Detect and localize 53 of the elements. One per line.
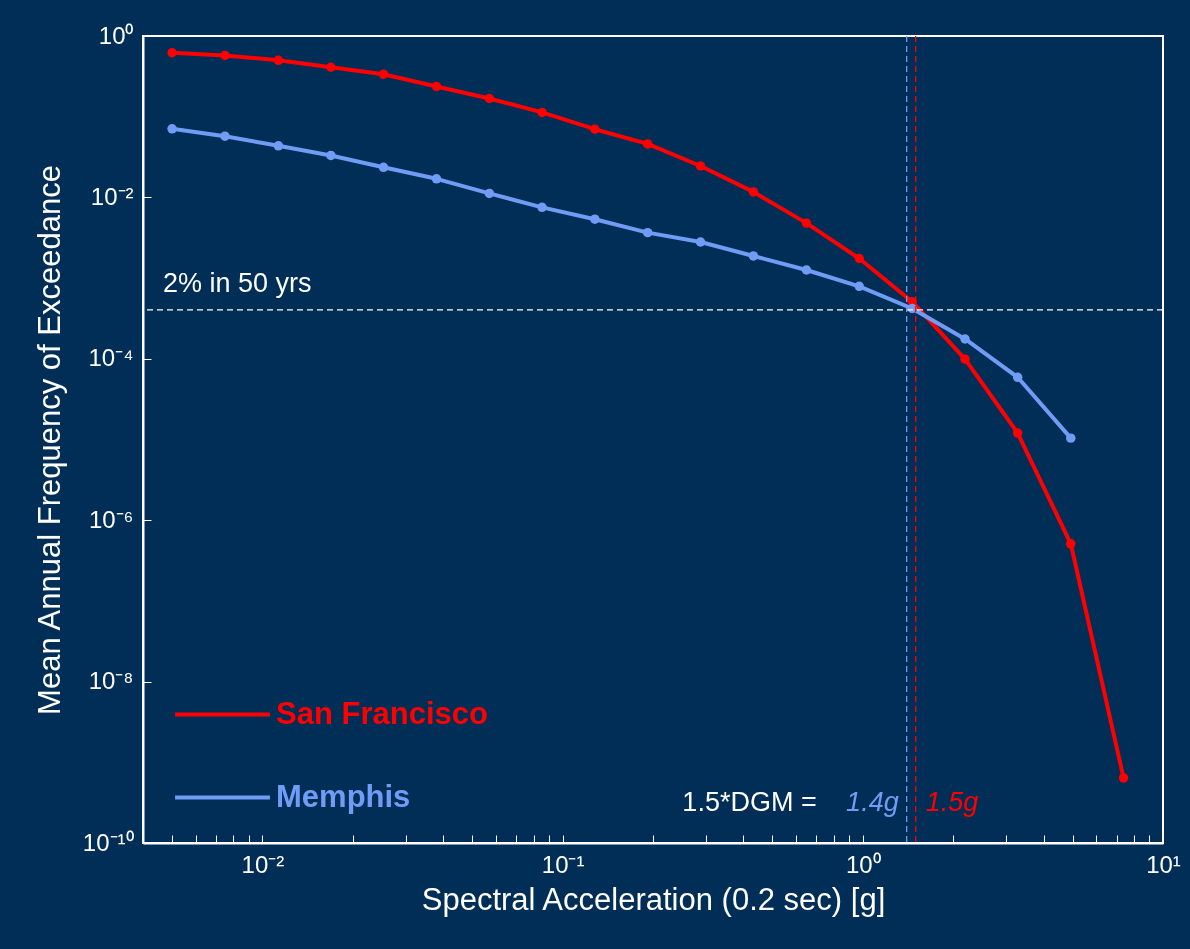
y-tick-label: 10⁻⁶ bbox=[88, 505, 134, 533]
point bbox=[484, 93, 495, 104]
annotation: 1.5*DGM = bbox=[682, 787, 817, 817]
point bbox=[431, 81, 442, 92]
legend-label: Memphis bbox=[276, 778, 411, 814]
point bbox=[695, 161, 706, 171]
y-tick-label: 10⁻⁸ bbox=[88, 667, 134, 695]
point bbox=[590, 124, 600, 134]
y-tick-label: 10⁰ bbox=[98, 21, 134, 49]
ref-line-label: 2% in 50 yrs bbox=[163, 267, 312, 298]
x-tick-label: 10⁰ bbox=[845, 850, 881, 878]
point bbox=[1066, 433, 1076, 443]
point bbox=[1012, 428, 1023, 438]
point bbox=[960, 334, 970, 344]
point bbox=[220, 131, 230, 141]
point bbox=[748, 187, 759, 197]
point bbox=[484, 188, 495, 199]
y-tick-label: 10⁻² bbox=[90, 182, 134, 210]
point bbox=[590, 214, 600, 224]
point bbox=[537, 202, 547, 213]
point bbox=[378, 69, 389, 79]
point bbox=[537, 107, 547, 118]
point bbox=[642, 227, 653, 238]
y-tick-label: 10⁻⁴ bbox=[88, 344, 134, 372]
x-tick-label: 10⁻¹ bbox=[541, 850, 585, 878]
point bbox=[695, 237, 706, 247]
legend-label: San Francisco bbox=[276, 695, 488, 731]
point bbox=[431, 174, 442, 184]
point bbox=[167, 48, 177, 58]
point bbox=[326, 150, 336, 161]
point bbox=[642, 139, 653, 149]
point bbox=[960, 354, 970, 364]
y-axis-title: Mean Annual Frequency of Exceedance bbox=[31, 165, 67, 715]
point bbox=[801, 218, 812, 228]
point bbox=[801, 265, 812, 275]
point bbox=[748, 251, 759, 261]
ref-line-label: 1.5g bbox=[925, 787, 979, 817]
point bbox=[273, 141, 284, 151]
point bbox=[854, 253, 864, 264]
ref-line-label: 1.4g bbox=[846, 787, 899, 817]
x-tick-label: 10¹ bbox=[1146, 850, 1181, 878]
y-tick-label: 10⁻¹⁰ bbox=[82, 828, 134, 856]
point bbox=[326, 62, 336, 72]
point bbox=[273, 55, 284, 66]
point bbox=[1012, 372, 1023, 383]
point bbox=[1118, 773, 1129, 783]
x-axis-title: Spectral Acceleration (0.2 sec) [g] bbox=[421, 881, 886, 917]
point bbox=[854, 281, 864, 292]
point bbox=[378, 162, 389, 173]
x-tick-label: 10⁻² bbox=[241, 850, 285, 878]
point bbox=[1066, 539, 1076, 549]
point bbox=[220, 50, 230, 61]
point bbox=[167, 124, 177, 134]
